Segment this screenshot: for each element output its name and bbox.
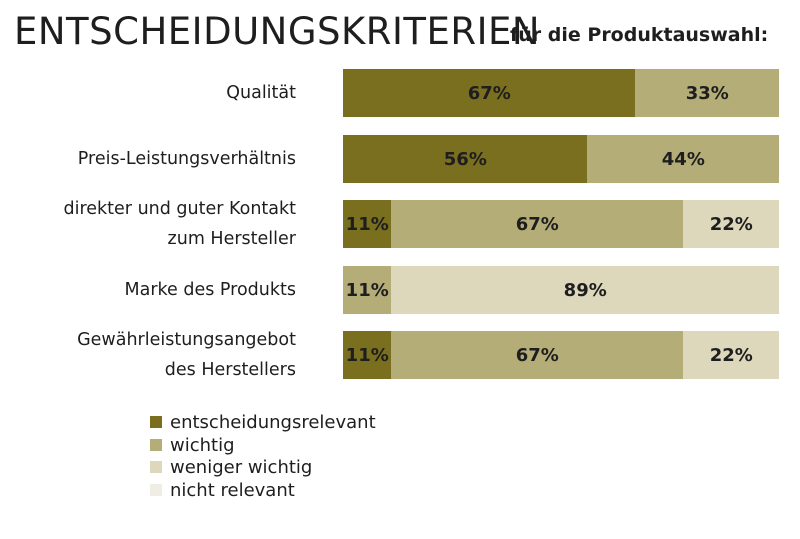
bar-segment: 89% (390, 266, 780, 314)
bar-value-label: 33% (685, 82, 729, 104)
category-label: zum Hersteller (167, 229, 296, 249)
bar-value-label: 67% (467, 82, 511, 104)
legend-item: weniger wichtig (150, 456, 312, 478)
bar-value-label: 89% (563, 279, 607, 301)
category-label: direkter und guter Kontakt (63, 199, 297, 219)
bar-segment: 11% (343, 200, 392, 248)
bar-segment: 56% (343, 135, 588, 183)
bar-segment: 67% (390, 331, 684, 379)
category-label: Qualität (226, 83, 296, 103)
bar-value-label: 11% (345, 344, 389, 366)
legend-swatch (150, 484, 162, 496)
chart-subtitle: für die Produktauswahl: (510, 24, 769, 46)
bar-value-label: 56% (443, 148, 487, 170)
bar-value-label: 11% (345, 279, 389, 301)
bar-segment: 22% (683, 331, 780, 379)
legend-item: wichtig (150, 434, 235, 456)
bar-value-label: 67% (515, 344, 559, 366)
bar-segment: 67% (390, 200, 684, 248)
bar-value-label: 11% (345, 213, 389, 235)
bar-value-label: 44% (661, 148, 705, 170)
legend-swatch (150, 439, 162, 451)
bar-value-label: 22% (709, 344, 753, 366)
legend-label: entscheidungsrelevant (170, 411, 376, 433)
legend-item: entscheidungsrelevant (150, 411, 376, 433)
category-label: Gewährleistungsangebot (77, 330, 296, 350)
bar-segment: 11% (343, 266, 392, 314)
bar-segment: 33% (635, 69, 780, 117)
legend-swatch (150, 461, 162, 473)
bar-segment: 11% (343, 331, 392, 379)
bar-value-label: 22% (709, 213, 753, 235)
chart-title: ENTSCHEIDUNGSKRITERIEN (14, 10, 541, 53)
legend-label: wichtig (170, 434, 235, 456)
category-label: Marke des Produkts (124, 280, 297, 300)
category-label: Preis-Leistungsverhältnis (77, 149, 296, 169)
bar-value-label: 67% (515, 213, 559, 235)
bar-segment: 22% (683, 200, 780, 248)
legend-label: weniger wichtig (170, 456, 313, 478)
legend-swatch (150, 416, 162, 428)
bar-segment: 44% (587, 135, 780, 183)
legend-label: nicht relevant (170, 479, 295, 501)
legend-item: nicht relevant (150, 479, 295, 501)
category-label: des Herstellers (164, 360, 296, 380)
bar-segment: 67% (343, 69, 636, 117)
